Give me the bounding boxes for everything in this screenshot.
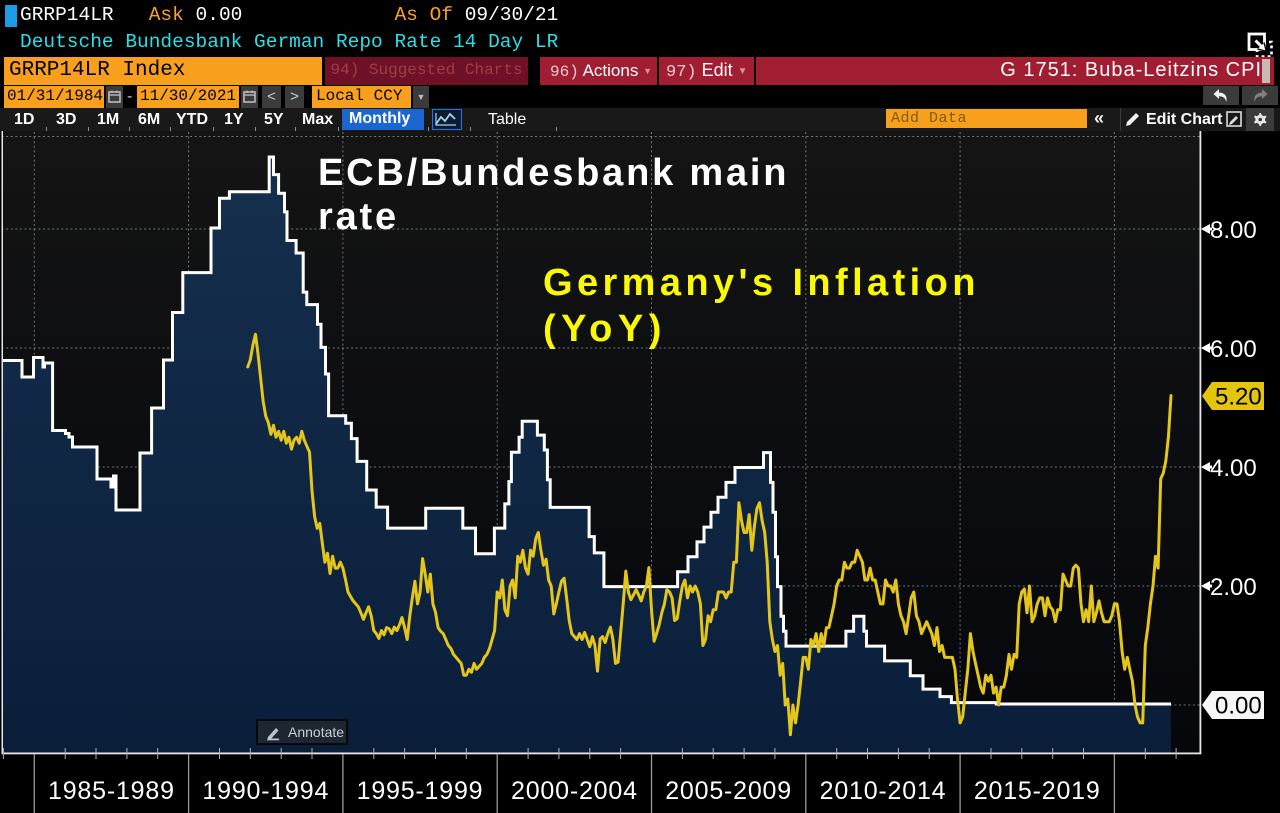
svg-text:4.00: 4.00: [1210, 455, 1257, 482]
svg-text:2015-2019: 2015-2019: [974, 777, 1101, 805]
svg-text:5.20: 5.20: [1215, 384, 1262, 411]
svg-text:2000-2004: 2000-2004: [511, 777, 638, 805]
svg-text:ECB/Bundesbank main: ECB/Bundesbank main: [318, 152, 789, 194]
svg-text:Germany's Inflation: Germany's Inflation: [543, 262, 980, 304]
svg-text:(YoY): (YoY): [543, 308, 667, 350]
svg-text:0.00: 0.00: [1215, 693, 1262, 720]
svg-text:2.00: 2.00: [1210, 574, 1257, 601]
svg-text:2010-2014: 2010-2014: [820, 777, 947, 805]
svg-text:2005-2009: 2005-2009: [665, 777, 792, 805]
svg-text:8.00: 8.00: [1210, 217, 1257, 244]
svg-text:1995-1999: 1995-1999: [357, 777, 484, 805]
svg-text:1985-1989: 1985-1989: [48, 777, 175, 805]
svg-text:6.00: 6.00: [1210, 336, 1257, 363]
svg-text:1990-1994: 1990-1994: [202, 777, 329, 805]
svg-text:rate: rate: [318, 196, 399, 238]
svg-text:Annotate: Annotate: [288, 724, 344, 740]
